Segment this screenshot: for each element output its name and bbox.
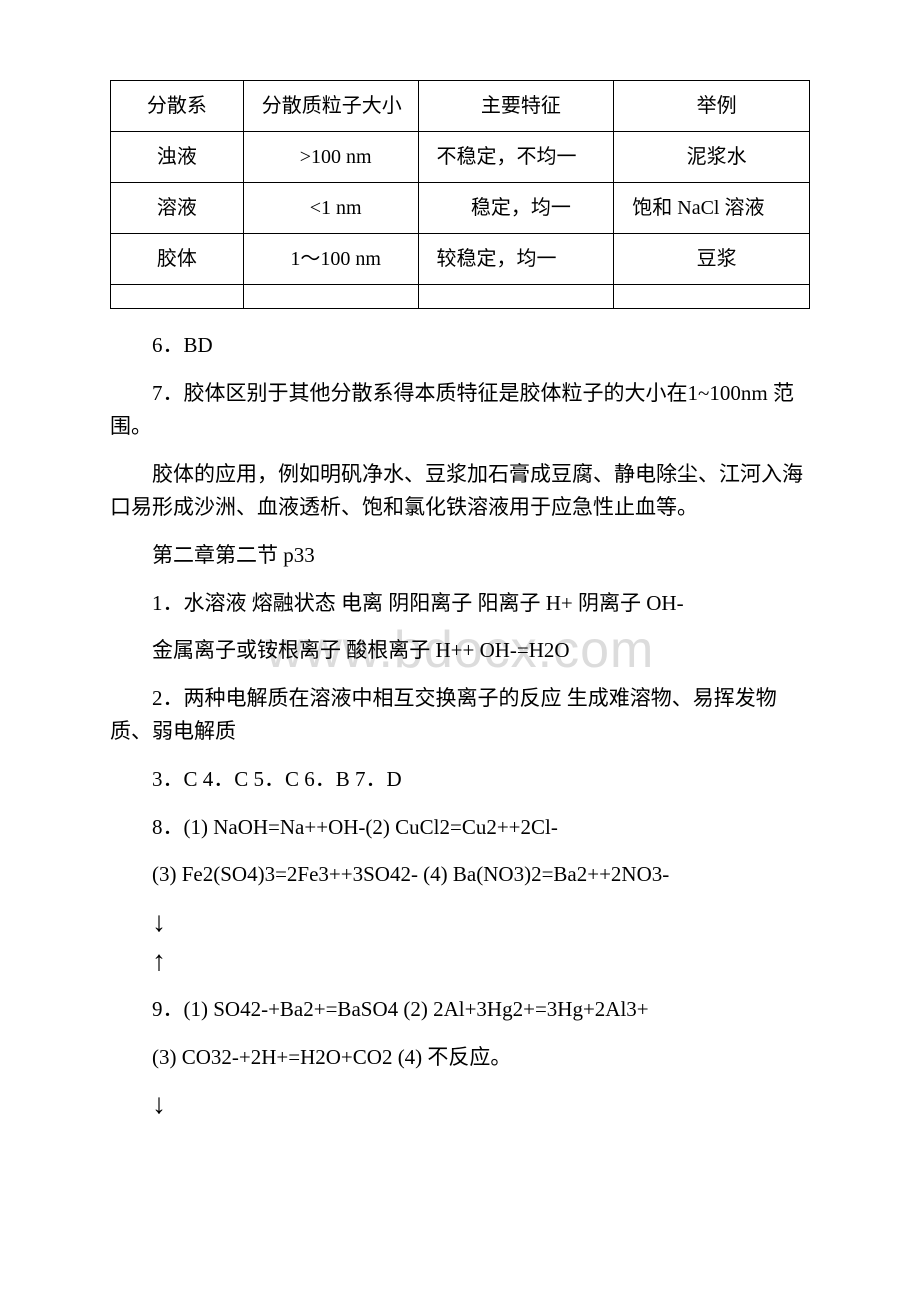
answer-3-7: 3．C 4．C 5．C 6．B 7．D: [110, 763, 810, 797]
table-cell: 胶体: [111, 234, 244, 285]
answer-1: 1．水溶液 熔融状态 电离 阴阳离子 阳离子 H+ 阴离子 OH-: [110, 587, 810, 621]
answer-8a: 8．(1) NaOH=Na++OH-(2) CuCl2=Cu2++2Cl-: [110, 811, 810, 845]
table-row-empty: [111, 285, 810, 309]
table-cell: 稳定，均一: [418, 183, 614, 234]
table-cell: 溶液: [111, 183, 244, 234]
table-cell: 较稳定，均一: [418, 234, 614, 285]
answer-1b: 金属离子或铵根离子 酸根离子 H++ OH-=H2O: [110, 634, 810, 668]
table-cell: 1～100 nm: [243, 234, 418, 285]
header-cell: 分散质粒子大小: [243, 81, 418, 132]
table-cell: 豆浆: [614, 234, 810, 285]
arrow-down-icon: ↓: [152, 906, 810, 940]
answer-8b: (3) Fe2(SO4)3=2Fe3++3SO42- (4) Ba(NO3)2=…: [110, 858, 810, 892]
section-heading: 第二章第二节 p33: [110, 539, 810, 573]
dispersion-table: 分散系 分散质粒子大小 主要特征 举例 浊液 >100 nm 不稳定，不均一 泥…: [110, 80, 810, 309]
table-row: 胶体 1～100 nm 较稳定，均一 豆浆: [111, 234, 810, 285]
table-cell: [243, 285, 418, 309]
table-cell: 浊液: [111, 132, 244, 183]
table-cell: >100 nm: [243, 132, 418, 183]
table-header-row: 分散系 分散质粒子大小 主要特征 举例: [111, 81, 810, 132]
document-content: 分散系 分散质粒子大小 主要特征 举例 浊液 >100 nm 不稳定，不均一 泥…: [110, 80, 810, 1122]
answer-9a: 9．(1) SO42-+Ba2+=BaSO4 (2) 2Al+3Hg2+=3Hg…: [110, 993, 810, 1027]
header-cell: 举例: [614, 81, 810, 132]
header-cell: 分散系: [111, 81, 244, 132]
answer-7b: 胶体的应用，例如明矾净水、豆浆加石膏成豆腐、静电除尘、江河入海口易形成沙洲、血液…: [110, 458, 810, 525]
table-cell: <1 nm: [243, 183, 418, 234]
header-cell: 主要特征: [418, 81, 614, 132]
answer-7a: 7．胶体区别于其他分散系得本质特征是胶体粒子的大小在1~100nm 范围。: [110, 377, 810, 444]
table-cell: 泥浆水: [614, 132, 810, 183]
arrow-up-icon: ↑: [152, 945, 810, 979]
answer-6: 6．BD: [110, 329, 810, 363]
answer-9b: (3) CO32-+2H+=H2O+CO2 (4) 不反应。: [110, 1041, 810, 1075]
table-cell: [418, 285, 614, 309]
table-cell: 饱和 NaCl 溶液: [614, 183, 810, 234]
table-cell: 不稳定，不均一: [418, 132, 614, 183]
table-cell: [614, 285, 810, 309]
table-cell: [111, 285, 244, 309]
table-row: 溶液 <1 nm 稳定，均一 饱和 NaCl 溶液: [111, 183, 810, 234]
table-row: 浊液 >100 nm 不稳定，不均一 泥浆水: [111, 132, 810, 183]
arrow-down-icon: ↓: [152, 1088, 810, 1122]
answer-2: 2．两种电解质在溶液中相互交换离子的反应 生成难溶物、易挥发物质、弱电解质: [110, 682, 810, 749]
